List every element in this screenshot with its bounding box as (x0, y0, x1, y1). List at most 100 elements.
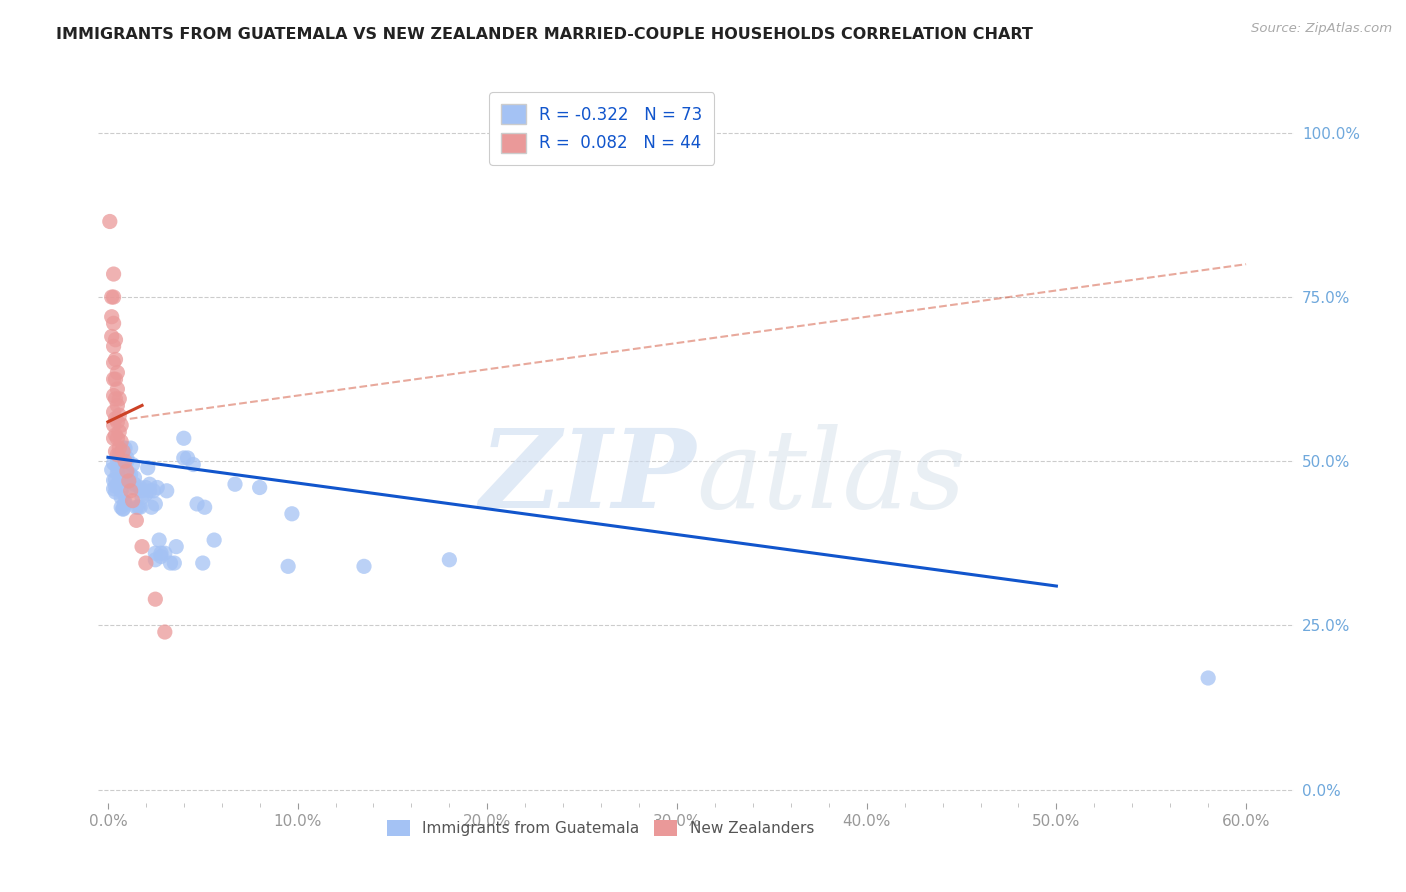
Point (120, 467, 142, 482)
Point (163, 556, 186, 570)
Point (100, 329, 122, 343)
Point (202, 533, 225, 547)
Point (135, 556, 157, 570)
Point (103, 372, 125, 386)
Point (108, 425, 131, 439)
Text: ZIP: ZIP (479, 424, 696, 532)
Point (277, 559, 299, 574)
Point (108, 448, 131, 462)
Point (121, 458, 143, 472)
Point (100, 290, 122, 304)
Point (186, 497, 208, 511)
Point (103, 456, 125, 470)
Point (121, 481, 143, 495)
Point (129, 500, 152, 515)
Point (142, 483, 165, 498)
Point (125, 513, 148, 527)
Point (173, 450, 195, 465)
Point (110, 500, 132, 515)
Point (103, 290, 125, 304)
Point (104, 392, 127, 406)
Point (108, 474, 131, 488)
Point (150, 546, 173, 560)
Point (110, 434, 132, 449)
Point (100, 463, 122, 477)
Point (143, 546, 166, 560)
Point (181, 458, 204, 472)
Point (103, 267, 125, 281)
Point (110, 418, 132, 433)
Point (131, 540, 153, 554)
Point (105, 431, 128, 445)
Point (115, 464, 138, 478)
Point (153, 546, 176, 560)
Point (150, 549, 173, 564)
Point (104, 333, 127, 347)
Point (98, 214, 121, 228)
Point (135, 487, 157, 501)
Point (105, 382, 128, 396)
Point (110, 483, 132, 498)
Point (249, 481, 271, 495)
Point (153, 625, 176, 640)
Point (103, 482, 125, 496)
Point (165, 540, 187, 554)
Point (114, 454, 136, 468)
Point (125, 500, 148, 515)
Text: Source: ZipAtlas.com: Source: ZipAtlas.com (1251, 22, 1392, 36)
Point (112, 441, 135, 455)
Text: IMMIGRANTS FROM GUATEMALA VS NEW ZEALANDER MARRIED-COUPLE HOUSEHOLDS CORRELATION: IMMIGRANTS FROM GUATEMALA VS NEW ZEALAND… (56, 27, 1033, 42)
Point (224, 477, 246, 491)
Point (124, 471, 146, 485)
Point (112, 444, 135, 458)
Point (100, 310, 122, 324)
Point (120, 483, 142, 498)
Point (1197, 671, 1219, 685)
Point (103, 356, 125, 370)
Point (110, 491, 132, 505)
Point (129, 481, 152, 495)
Point (146, 481, 169, 495)
Point (103, 431, 125, 445)
Point (108, 392, 131, 406)
Point (138, 483, 160, 498)
Point (104, 372, 127, 386)
Point (103, 339, 125, 353)
Point (176, 450, 198, 465)
Point (115, 450, 138, 465)
Point (115, 454, 138, 468)
Point (118, 474, 141, 488)
Point (114, 441, 136, 455)
Point (103, 405, 125, 419)
Point (173, 431, 195, 445)
Point (131, 483, 153, 498)
Point (105, 398, 128, 412)
Point (148, 533, 170, 547)
Point (439, 553, 461, 567)
Point (156, 483, 179, 498)
Point (104, 428, 127, 442)
Point (143, 497, 166, 511)
Point (104, 444, 127, 458)
Point (104, 479, 127, 493)
Point (104, 473, 127, 487)
Point (112, 502, 135, 516)
Point (103, 316, 125, 330)
Point (124, 477, 146, 491)
Point (159, 556, 181, 570)
Point (105, 415, 128, 429)
Point (108, 409, 131, 423)
Point (141, 500, 163, 515)
Point (120, 441, 142, 455)
Point (194, 500, 217, 515)
Point (138, 477, 160, 491)
Point (103, 388, 125, 402)
Point (114, 495, 136, 509)
Point (105, 466, 128, 480)
Point (131, 491, 153, 505)
Point (281, 507, 304, 521)
Point (191, 556, 214, 570)
Point (105, 455, 128, 469)
Point (118, 474, 141, 488)
Legend: Immigrants from Guatemala, New Zealanders: Immigrants from Guatemala, New Zealander… (381, 814, 820, 842)
